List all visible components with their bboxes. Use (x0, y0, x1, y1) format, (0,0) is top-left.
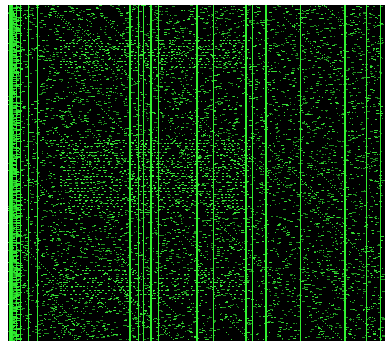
vertical-line (20, 5, 21, 341)
vertical-line (143, 5, 144, 341)
vertical-line (158, 5, 159, 341)
vertical-line (138, 5, 139, 341)
vertical-line (245, 5, 247, 341)
vertical-line (380, 5, 381, 341)
left-dense (9, 5, 22, 341)
vertical-line (252, 5, 253, 341)
vertical-line (37, 5, 38, 341)
vertical-line (196, 5, 198, 341)
noise-bright (8, 5, 384, 340)
vertical-line (344, 5, 346, 341)
vertical-line (10, 5, 12, 341)
vertical-line (265, 5, 267, 341)
vertical-line (366, 5, 367, 341)
vertical-line (213, 5, 214, 341)
vertical-line (16, 5, 17, 341)
vertical-line (129, 5, 131, 341)
vertical-line (150, 5, 152, 341)
vertical-line (28, 5, 29, 341)
vertical-line (300, 5, 301, 341)
noise-dim (8, 5, 385, 340)
